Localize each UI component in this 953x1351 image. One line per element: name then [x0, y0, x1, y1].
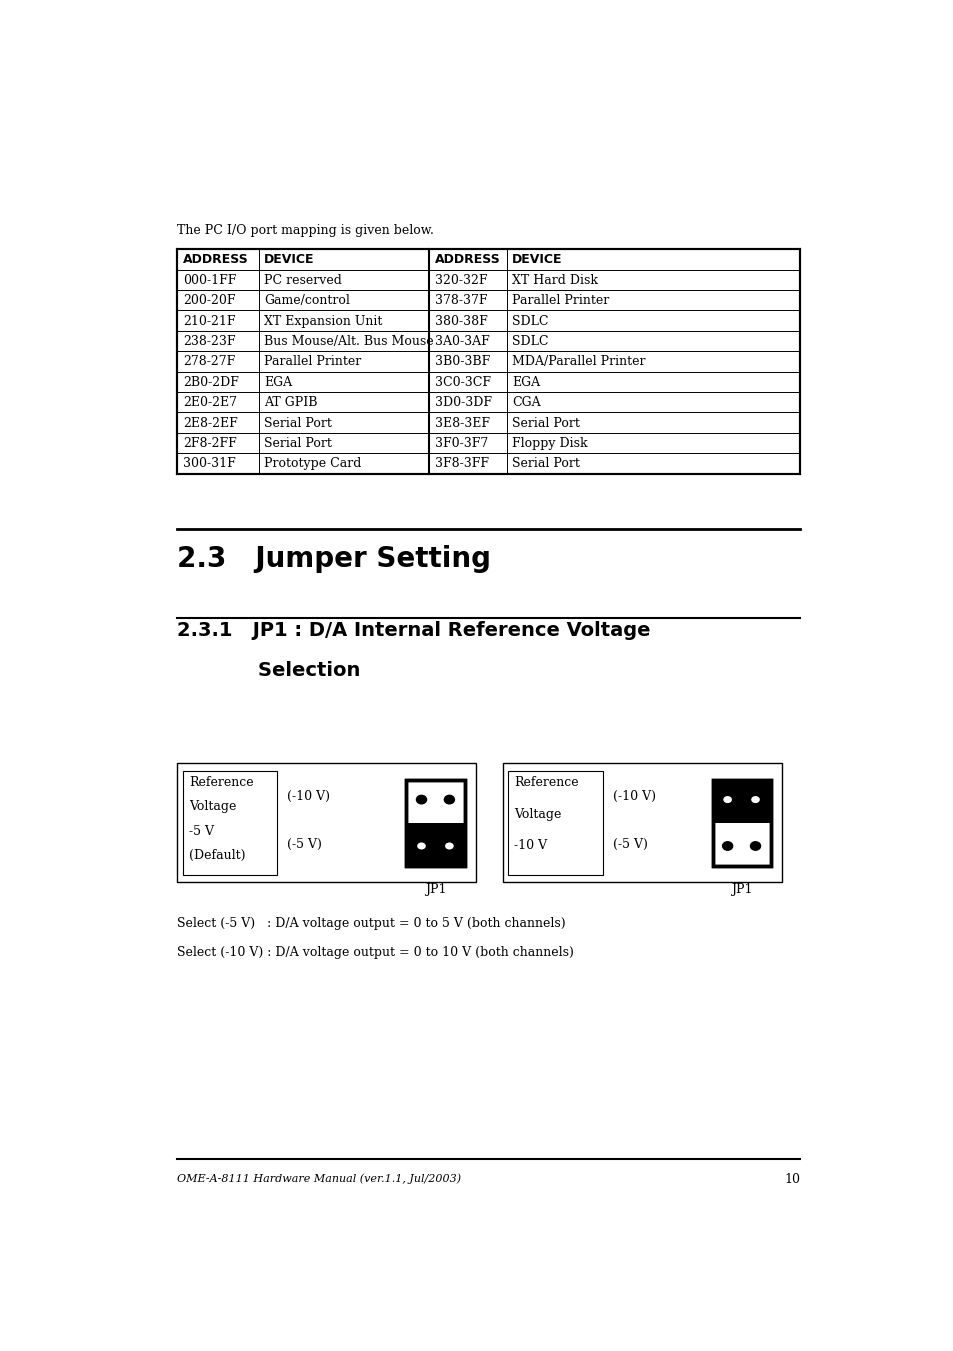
Bar: [183, 771, 277, 874]
Text: 200-20F: 200-20F: [183, 295, 235, 307]
Text: Reference: Reference: [514, 777, 578, 789]
Bar: [712, 780, 770, 866]
Text: CGA: CGA: [512, 396, 540, 409]
Text: EGA: EGA: [264, 376, 292, 389]
Text: SDLC: SDLC: [512, 335, 548, 349]
Text: Reference: Reference: [189, 777, 253, 789]
Text: Prototype Card: Prototype Card: [264, 458, 361, 470]
Text: JP1: JP1: [730, 882, 752, 896]
Text: 3A0-3AF: 3A0-3AF: [435, 335, 489, 349]
Bar: [406, 780, 464, 866]
Text: Serial Port: Serial Port: [512, 416, 579, 430]
Text: Bus Mouse/Alt. Bus Mouse: Bus Mouse/Alt. Bus Mouse: [264, 335, 434, 349]
Text: 380-38F: 380-38F: [435, 315, 487, 327]
Text: AT GPIB: AT GPIB: [264, 396, 317, 409]
Text: 3B0-3BF: 3B0-3BF: [435, 355, 490, 369]
Text: The PC I/O port mapping is given below.: The PC I/O port mapping is given below.: [177, 224, 434, 238]
Bar: [712, 780, 770, 823]
Ellipse shape: [444, 842, 454, 850]
Text: 2.3   Jumper Setting: 2.3 Jumper Setting: [177, 546, 491, 573]
Ellipse shape: [721, 796, 732, 804]
Text: 3C0-3CF: 3C0-3CF: [435, 376, 490, 389]
Text: 278-27F: 278-27F: [183, 355, 234, 369]
Text: Floppy Disk: Floppy Disk: [512, 436, 587, 450]
Text: 3F0-3F7: 3F0-3F7: [435, 436, 487, 450]
Text: Parallel Printer: Parallel Printer: [512, 295, 609, 307]
Text: 3F8-3FF: 3F8-3FF: [435, 458, 488, 470]
Bar: [502, 763, 781, 882]
Text: DEVICE: DEVICE: [264, 254, 314, 266]
Bar: [406, 823, 464, 866]
Text: EGA: EGA: [512, 376, 539, 389]
Text: Parallel Printer: Parallel Printer: [264, 355, 361, 369]
Text: Serial Port: Serial Port: [264, 436, 332, 450]
Text: Serial Port: Serial Port: [264, 416, 332, 430]
Text: 2B0-2DF: 2B0-2DF: [183, 376, 238, 389]
Text: ADDRESS: ADDRESS: [183, 254, 249, 266]
Text: Serial Port: Serial Port: [512, 458, 579, 470]
Text: 378-37F: 378-37F: [435, 295, 487, 307]
Ellipse shape: [721, 842, 732, 850]
Text: 210-21F: 210-21F: [183, 315, 235, 327]
Text: -10 V: -10 V: [514, 839, 547, 852]
Text: 10: 10: [783, 1173, 800, 1186]
Bar: [177, 763, 476, 882]
Text: 2E0-2E7: 2E0-2E7: [183, 396, 236, 409]
Bar: [712, 780, 770, 866]
Text: 000-1FF: 000-1FF: [183, 274, 236, 286]
Text: 3E8-3EF: 3E8-3EF: [435, 416, 489, 430]
Text: XT Expansion Unit: XT Expansion Unit: [264, 315, 382, 327]
Text: MDA/Parallel Printer: MDA/Parallel Printer: [512, 355, 645, 369]
Bar: [406, 780, 464, 866]
Ellipse shape: [750, 796, 760, 804]
Text: OME-A-8111 Hardware Manual (ver.1.1, Jul/2003): OME-A-8111 Hardware Manual (ver.1.1, Jul…: [177, 1173, 461, 1183]
Ellipse shape: [444, 796, 454, 804]
Text: XT Hard Disk: XT Hard Disk: [512, 274, 598, 286]
Text: 2F8-2FF: 2F8-2FF: [183, 436, 236, 450]
Text: Select (-10 V) : D/A voltage output = 0 to 10 V (both channels): Select (-10 V) : D/A voltage output = 0 …: [177, 946, 574, 959]
Text: 2E8-2EF: 2E8-2EF: [183, 416, 237, 430]
Text: 300-31F: 300-31F: [183, 458, 235, 470]
Text: Select (-5 V)   : D/A voltage output = 0 to 5 V (both channels): Select (-5 V) : D/A voltage output = 0 t…: [177, 917, 565, 929]
Ellipse shape: [416, 796, 426, 804]
Text: -5 V: -5 V: [189, 824, 213, 838]
Text: Selection: Selection: [177, 661, 360, 680]
Text: 238-23F: 238-23F: [183, 335, 235, 349]
Text: 2.3.1   JP1 : D/A Internal Reference Voltage: 2.3.1 JP1 : D/A Internal Reference Volta…: [177, 620, 650, 639]
Text: Game/control: Game/control: [264, 295, 350, 307]
Ellipse shape: [416, 842, 426, 850]
Text: 3D0-3DF: 3D0-3DF: [435, 396, 491, 409]
Text: DEVICE: DEVICE: [512, 254, 562, 266]
Text: Voltage: Voltage: [189, 800, 236, 813]
Ellipse shape: [750, 842, 760, 850]
Text: (Default): (Default): [189, 848, 245, 862]
Text: PC reserved: PC reserved: [264, 274, 342, 286]
Text: (-10 V): (-10 V): [612, 790, 656, 802]
Text: (-5 V): (-5 V): [287, 838, 322, 851]
Bar: [177, 249, 800, 474]
Text: 320-32F: 320-32F: [435, 274, 487, 286]
Bar: [508, 771, 602, 874]
Text: JP1: JP1: [424, 882, 446, 896]
Text: (-5 V): (-5 V): [612, 838, 647, 851]
Text: ADDRESS: ADDRESS: [435, 254, 500, 266]
Text: (-10 V): (-10 V): [287, 790, 330, 802]
Text: SDLC: SDLC: [512, 315, 548, 327]
Text: Voltage: Voltage: [514, 808, 561, 820]
